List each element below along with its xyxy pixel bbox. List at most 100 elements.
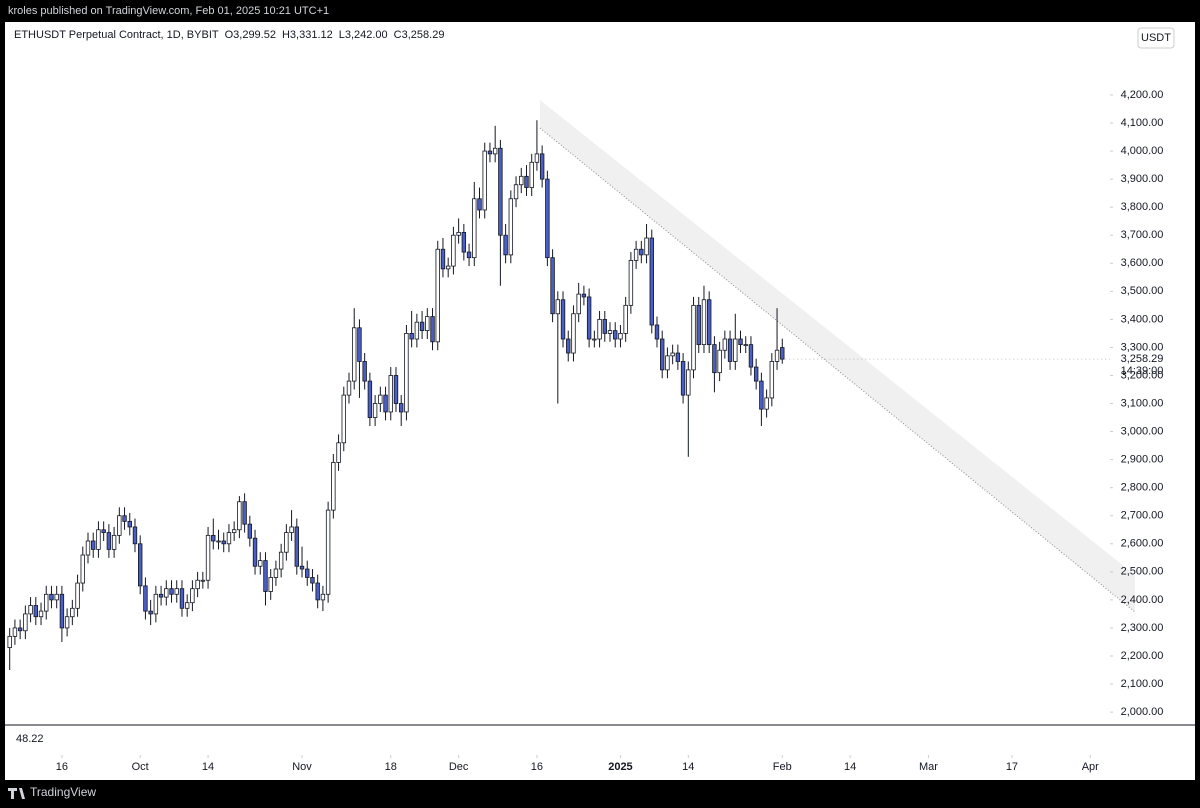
candle-body	[597, 318, 602, 340]
candle-body	[451, 234, 456, 267]
x-tick-label: 17	[1006, 761, 1018, 773]
x-tick-label: 2025	[608, 761, 632, 773]
candle-body	[743, 344, 748, 347]
candle-body	[325, 509, 331, 595]
candle-body	[117, 515, 122, 536]
last-price-label: 3,258.29	[1121, 353, 1164, 365]
candle-body	[404, 333, 409, 413]
candle-body	[696, 304, 701, 346]
publisher: kroles published on TradingView.com, Feb…	[8, 5, 329, 17]
candle-body	[654, 324, 660, 340]
y-tick-label: 2,100.00	[1121, 678, 1164, 690]
candle-body	[268, 577, 273, 592]
y-tick-label: 3,400.00	[1121, 313, 1164, 325]
candle-body	[184, 602, 190, 609]
y-tick-label: 4,200.00	[1121, 89, 1164, 101]
candle-body	[85, 540, 91, 556]
candle-body	[660, 338, 665, 371]
y-tick-label: 3,100.00	[1121, 397, 1164, 409]
candle-body	[122, 515, 127, 522]
y-tick-label: 3,300.00	[1121, 341, 1164, 353]
candle-body	[508, 198, 514, 256]
candle-body	[435, 248, 440, 343]
candle-body	[38, 610, 44, 618]
candle-body	[352, 327, 357, 382]
x-tick-label: Dec	[449, 761, 469, 773]
candle-body	[602, 318, 607, 334]
candle-body	[299, 565, 305, 570]
candle-body	[780, 347, 785, 360]
y-tick-label: 2,900.00	[1121, 454, 1164, 466]
candle-body	[524, 175, 529, 188]
brand: TradingView	[30, 785, 96, 799]
candle-body	[362, 361, 367, 382]
candle-body	[430, 316, 435, 343]
candle-body	[111, 534, 117, 550]
candle-body	[686, 369, 691, 396]
candle-body	[383, 394, 388, 413]
candle-body	[670, 352, 675, 357]
candle-body	[712, 344, 717, 374]
candle-body	[759, 380, 764, 410]
y-tick-label: 3,500.00	[1121, 285, 1164, 297]
candle-body	[179, 588, 185, 609]
candle-body	[164, 588, 169, 598]
candle-body	[748, 344, 754, 368]
candle-body	[581, 293, 587, 298]
candle-body	[372, 403, 378, 418]
brand-logo	[8, 788, 25, 799]
candle-body	[764, 397, 769, 410]
candle-body	[529, 161, 534, 188]
x-tick-label: 14	[202, 761, 214, 773]
candle-body	[158, 593, 164, 598]
currency-box[interactable]	[1137, 27, 1175, 49]
candle-body	[665, 355, 670, 371]
candle-body	[445, 265, 451, 270]
candle-body	[706, 299, 712, 346]
channel-band	[540, 100, 1135, 612]
candle-body	[17, 627, 23, 632]
y-tick-label: 2,400.00	[1121, 594, 1164, 606]
candle-body	[487, 150, 493, 155]
x-tick-label: 18	[385, 761, 397, 773]
candle-body	[425, 316, 430, 331]
candle-body	[628, 260, 634, 306]
currency: USDT	[1141, 32, 1171, 44]
candle-body	[753, 366, 759, 382]
candle-body	[153, 593, 159, 615]
y-tick-label: 2,200.00	[1121, 650, 1164, 662]
candle-body	[399, 403, 404, 413]
candle-body	[618, 333, 623, 340]
x-tick-label: 14	[844, 761, 856, 773]
candle-body	[357, 327, 362, 362]
candle-body	[649, 237, 654, 326]
candle-body	[566, 338, 571, 354]
y-tick-label: 2,000.00	[1121, 706, 1164, 718]
candle-body	[639, 248, 644, 256]
candle-body	[623, 304, 628, 334]
y-tick-label: 3,600.00	[1121, 257, 1164, 269]
candle-body	[472, 198, 477, 259]
candle-body	[49, 593, 54, 601]
ohlc-value: H3,331.12	[282, 29, 333, 41]
candle-body	[456, 232, 461, 236]
x-tick-label: Nov	[292, 761, 312, 773]
candle-body	[132, 526, 138, 545]
candle-body	[545, 178, 550, 259]
candle-body	[174, 588, 179, 595]
candle-body	[680, 361, 686, 396]
trend-line	[539, 127, 1136, 613]
candle-body	[378, 394, 383, 404]
candle-body	[738, 338, 743, 346]
x-tick-label: 16	[531, 761, 543, 773]
candle-body	[576, 293, 581, 315]
candle-body	[70, 607, 75, 618]
y-tick-label: 3,700.00	[1121, 229, 1164, 241]
candle-body	[534, 153, 540, 163]
ohlc-value: C3,258.29	[394, 29, 445, 41]
chart-area	[5, 22, 1195, 780]
candle-body	[75, 582, 80, 609]
candle-body	[550, 257, 555, 315]
y-tick-label: 2,600.00	[1121, 538, 1164, 550]
